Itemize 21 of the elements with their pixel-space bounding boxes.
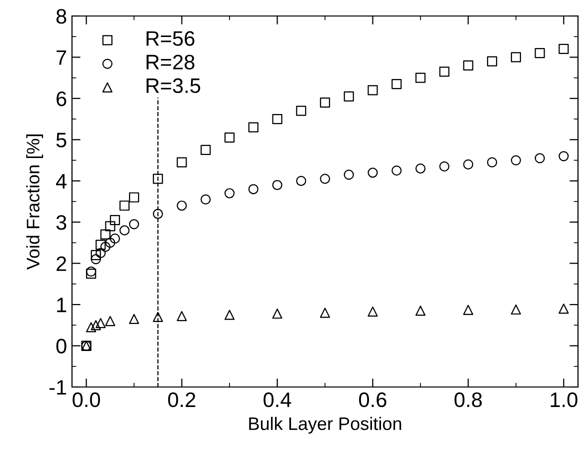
y-tick-label: -1 [50,380,66,395]
x-tick-label: 0.6 [359,392,386,408]
legend-label: R=28 [146,54,194,70]
x-axis-title: Bulk Layer Position [249,416,402,434]
y-tick-label: 7 [56,50,66,65]
y-tick-label: 3 [56,215,66,230]
x-tick-label: 1.0 [550,392,578,408]
legend-label: R=56 [146,31,194,46]
y-tick-label: 0 [56,338,66,354]
x-tick-label: 0.2 [168,392,196,408]
y-axis-title: Void Fraction [%] [26,134,44,270]
y-tick-label: 4 [56,174,67,188]
y-tick-label: 2 [56,256,66,271]
y-tick-label: 6 [56,91,66,106]
x-tick-label: 0.4 [264,392,292,408]
y-tick-label: 1 [57,298,66,312]
x-tick-label: 0.0 [72,392,100,408]
x-tick-label: 0.8 [454,392,482,408]
y-tick-label: 8 [56,9,66,24]
legend-label: R=3.5 [146,78,200,94]
y-tick-label: 5 [56,132,66,148]
